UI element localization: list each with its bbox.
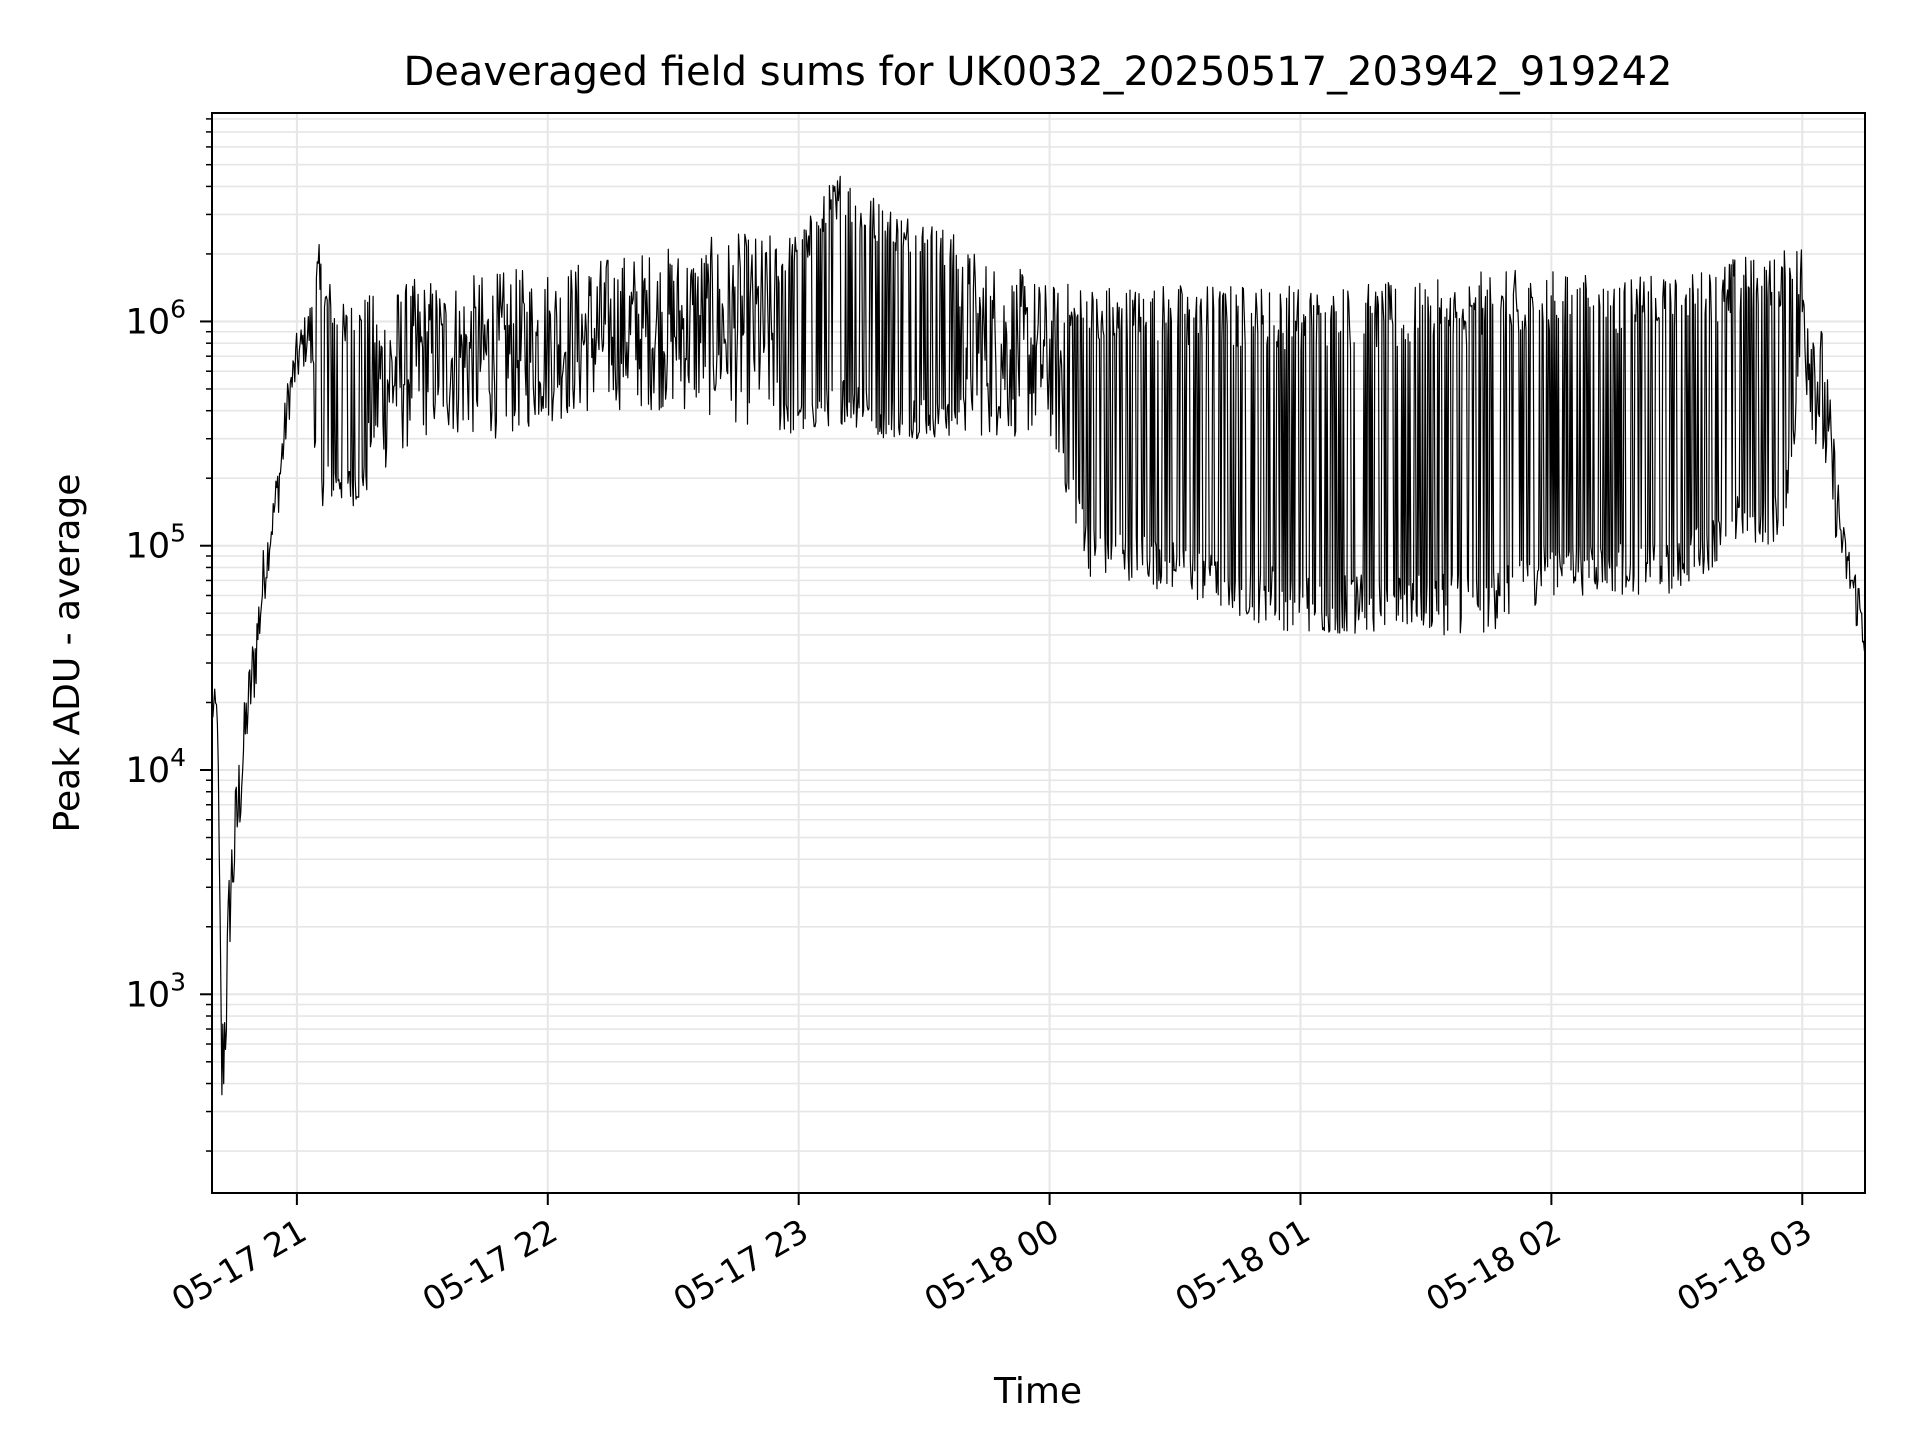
x-tick-label: 05-18 00 — [918, 1211, 1066, 1319]
grid — [212, 113, 1865, 1193]
x-axis: 05-17 21 05-17 22 05-17 23 05-18 00 05-18 01… — [165, 1193, 1818, 1319]
x-axis-label: Time — [993, 1371, 1082, 1412]
x-tick-label: 05-17 22 — [416, 1211, 564, 1319]
y-axis: 103 104 105 106 — [126, 118, 212, 1152]
x-tick-label: 05-18 02 — [1419, 1211, 1567, 1319]
y-tick-label: 103 — [126, 967, 186, 1015]
plot-frame — [211, 112, 1866, 1194]
y-tick-label: 105 — [126, 519, 186, 567]
series-polyline — [212, 175, 1865, 1096]
chart-title: Deaveraged field sums for UK0032_2025051… — [403, 49, 1672, 95]
x-tick-label: 05-17 21 — [165, 1211, 313, 1319]
series-line — [212, 175, 1865, 1096]
x-tick-label: 05-17 23 — [667, 1211, 815, 1319]
y-axis-label: Peak ADU - average — [47, 474, 88, 833]
y-tick-label: 106 — [126, 294, 186, 342]
y-tick-label: 104 — [126, 743, 186, 791]
x-tick-label: 05-18 01 — [1168, 1211, 1316, 1319]
x-tick-label: 05-18 03 — [1670, 1211, 1818, 1319]
